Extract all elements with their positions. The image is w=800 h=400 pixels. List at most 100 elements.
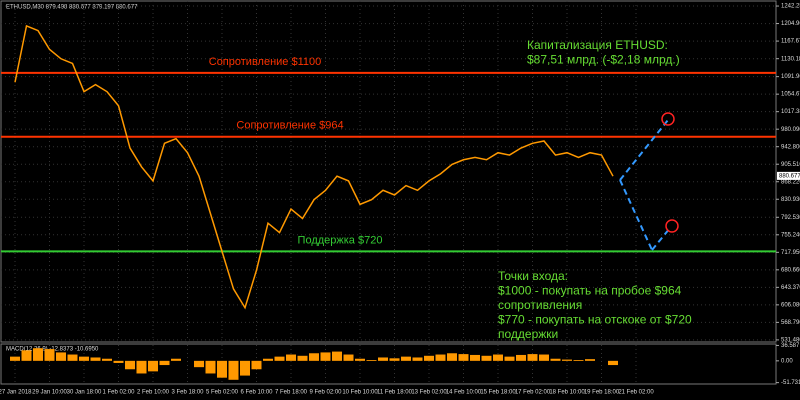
y-tick-label: 980.090 (781, 127, 800, 133)
price-tag-label: 880.677 (779, 173, 800, 179)
macd-bar (125, 360, 135, 370)
macd-bar (470, 354, 480, 361)
macd-bar (539, 354, 549, 361)
projection-down (619, 179, 653, 251)
macd-bar (136, 360, 147, 374)
macd-bar (240, 360, 250, 376)
y-tick-label: 1017.380 (781, 109, 800, 115)
macd-bar (332, 351, 342, 361)
macd-bar (297, 355, 308, 361)
y-tick-label: 942.800 (781, 144, 800, 150)
macd-bar (194, 360, 204, 368)
macd-bar (366, 360, 377, 361)
macd-bar (585, 359, 595, 361)
y-tick-label: 830.930 (781, 197, 800, 203)
x-tick-label: 1 Feb 02:00 (102, 390, 135, 396)
macd-bar (263, 358, 273, 361)
y-tick-label: 643.370 (781, 285, 800, 291)
x-tick-label: 11 Feb 18:00 (377, 390, 413, 396)
macd-bar (10, 356, 20, 361)
note: Точки входа: (498, 269, 568, 283)
macd-bar (378, 357, 388, 361)
note: $770 - покупать на отскоке от $720 (498, 313, 692, 327)
main-frame (0, 0, 777, 343)
macd-bar (90, 357, 101, 361)
macd-bar (67, 354, 78, 361)
macd-bar (33, 348, 43, 361)
macd-bar (79, 356, 89, 361)
macd-bar (458, 354, 469, 361)
y-tick-label: 1130.180 (781, 56, 800, 62)
note: $87,51 млрд. (-$2,18 млрд.) (527, 53, 680, 67)
macd-bar (251, 360, 262, 370)
x-tick-label: 14 Feb 10:00 (446, 390, 482, 396)
level-label: Сопротивление $1100 (209, 56, 322, 68)
level-label: Сопротивление $964 (236, 120, 343, 132)
x-tick-label: 7 Feb 18:00 (275, 390, 308, 396)
x-tick-label: 19 Feb 18:00 (584, 390, 620, 396)
macd-bar (343, 354, 354, 361)
x-tick-label: 17 Feb 02:00 (515, 390, 551, 396)
y-tick-label: 1054.670 (781, 92, 800, 98)
x-tick-label: 15 Feb 18:00 (480, 390, 516, 396)
y-tick-label: 680.660 (781, 267, 800, 273)
macd-bar (504, 356, 515, 361)
macd-bar (21, 350, 32, 361)
price-tag (777, 171, 800, 180)
macd-bar (159, 360, 170, 366)
macd-bar (412, 357, 423, 361)
y-tick-label: 606.080 (781, 302, 800, 308)
level-label: Поддержка $720 (298, 234, 383, 246)
macd-bar (562, 359, 572, 361)
x-tick-label: 6 Feb 10:00 (240, 390, 273, 396)
macd-bar (389, 358, 400, 361)
macd-bar (217, 360, 227, 378)
macd-bar (228, 360, 239, 380)
macd-bar (320, 352, 331, 361)
x-tick-label: 21 Feb 02:00 (618, 390, 654, 396)
macd-bar (113, 360, 124, 363)
y-tick-label: 1167.670 (781, 39, 800, 45)
target-circle (661, 112, 675, 126)
x-tick-label: 2 Feb 10:00 (137, 390, 170, 396)
macd-bar (148, 360, 158, 372)
macd-bar (401, 356, 411, 361)
x-tick-label: 3 Feb 18:00 (171, 390, 204, 396)
macd-bar (608, 360, 618, 366)
macd-bar (274, 356, 285, 361)
macd-bar (171, 358, 181, 361)
macd-bar (286, 354, 296, 361)
y-tick-label: 905.510 (781, 162, 800, 168)
macd-bar (550, 358, 561, 361)
x-tick-label: 18 Feb 10:00 (549, 390, 585, 396)
x-tick-label: 27 Jan 2018 (0, 390, 32, 396)
macd-bar (102, 358, 112, 361)
y-tick-label: 868.220 (781, 179, 800, 185)
y-tick-label: 792.530 (781, 215, 800, 221)
chart-title: ETHUSD,M30 879.498 880.677 879.197 880.6… (6, 5, 138, 11)
macd-bar (447, 353, 457, 361)
note: поддержки (498, 327, 558, 341)
x-tick-label: 10 Feb 10:00 (342, 390, 378, 396)
note: сопротивления (498, 298, 582, 312)
macd-bar (44, 349, 55, 361)
macd-bar (56, 352, 66, 361)
y-tick-label: 717.950 (781, 250, 800, 256)
x-tick-label: 5 Feb 02:00 (206, 390, 239, 396)
price-line (14, 24, 614, 310)
y-tick-label: 1204.960 (781, 21, 800, 27)
x-tick-label: 30 Jan 18:00 (67, 390, 102, 396)
macd-bar (424, 355, 434, 361)
y-tick-label: 568.790 (781, 320, 800, 326)
y-tick-label: 1242.255 (781, 4, 800, 10)
note: $1000 - покупать на пробое $964 (498, 284, 682, 298)
macd-tick-label: 0.00 (781, 358, 793, 364)
x-tick-label: 13 Feb 02:00 (411, 390, 447, 396)
macd-bar (481, 355, 492, 361)
macd-bar (205, 360, 216, 374)
